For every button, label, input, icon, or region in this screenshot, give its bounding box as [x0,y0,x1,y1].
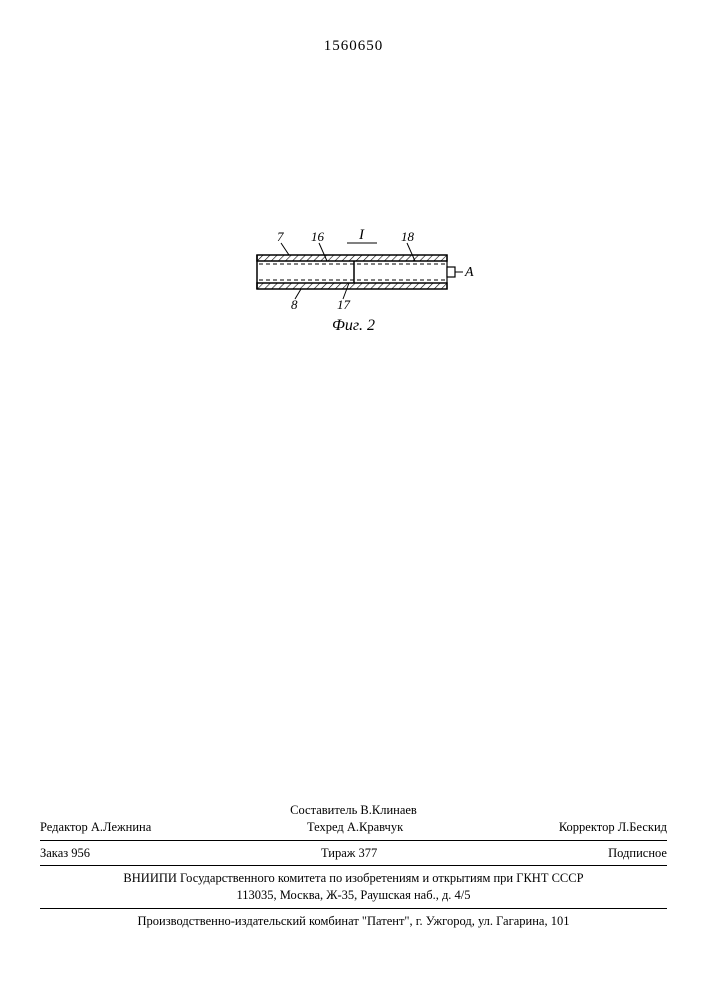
order: Заказ 956 [40,845,90,862]
tirazh: Тираж 377 [321,845,377,862]
credits-row: Редактор А.Лежнина Техред А.Кравчук Корр… [40,819,667,836]
publisher-line: Производственно-издательский комбинат "П… [40,913,667,930]
svg-text:16: 16 [311,229,325,244]
figure-2: 7 16 I 18 8 17 А Фиг. 2 [229,225,479,335]
compiler-line: Составитель В.Клинаев [40,802,667,819]
divider-2 [40,865,667,866]
org-line-1: ВНИИПИ Государственного комитета по изоб… [40,870,667,887]
divider-3 [40,908,667,909]
order-row: Заказ 956 Тираж 377 Подписное [40,845,667,862]
footer-block: Составитель В.Клинаев Редактор А.Лежнина… [40,802,667,930]
svg-text:8: 8 [291,297,298,312]
techred: Техред А.Кравчук [307,819,403,836]
org-line-2: 113035, Москва, Ж-35, Раушская наб., д. … [40,887,667,904]
editor: Редактор А.Лежнина [40,819,151,836]
corrector: Корректор Л.Бескид [559,819,667,836]
svg-text:7: 7 [277,229,284,244]
subscription: Подписное [608,845,667,862]
svg-text:18: 18 [401,229,415,244]
figure-svg: 7 16 I 18 8 17 А [229,225,479,315]
divider-1 [40,840,667,841]
svg-text:А: А [464,265,474,280]
page-number: 1560650 [324,38,384,55]
svg-text:17: 17 [337,297,351,312]
figure-caption: Фиг. 2 [229,317,479,335]
svg-text:I: I [358,227,365,243]
